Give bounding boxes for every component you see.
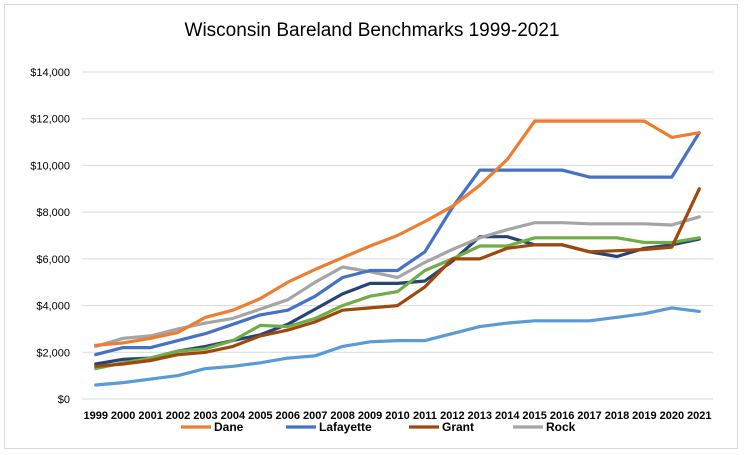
series-lines: [94, 119, 701, 387]
legend-label: Rock: [546, 420, 576, 434]
y-tick-label: $2,000: [36, 347, 70, 359]
x-tick-label: 2002: [166, 410, 190, 422]
x-tick-label: 2000: [111, 410, 135, 422]
legend-label: Lafayette: [319, 420, 372, 434]
series-line: [94, 236, 701, 371]
x-tick-label: 2012: [440, 410, 464, 422]
legend: Dane Lafayette Grant Rock: [181, 420, 576, 434]
x-tick-label: 2014: [495, 410, 520, 422]
x-tick-label: 2004: [221, 410, 246, 422]
series-line-dane: [94, 119, 701, 347]
x-tick-label: 2008: [330, 410, 354, 422]
series-line-lafayette: [94, 131, 701, 357]
y-tick-label: $4,000: [36, 301, 70, 313]
x-tick-label: 2001: [138, 410, 162, 422]
x-tick-label: 2005: [248, 410, 272, 422]
legend-label: Dane: [214, 420, 244, 434]
x-tick-label: 2009: [358, 410, 382, 422]
y-axis-ticks: $0 $2,000 $4,000 $6,000 $8,000 $10,000 $12,000…: [30, 67, 70, 406]
x-tick-label: 2016: [550, 410, 574, 422]
series-line-grant: [94, 187, 701, 368]
x-tick-label: 2018: [605, 410, 629, 422]
x-tick-label: 2011: [413, 410, 437, 422]
series-line: [94, 306, 701, 387]
series-line: [94, 235, 701, 366]
x-tick-label: 2013: [468, 410, 492, 422]
x-tick-label: 2019: [632, 410, 656, 422]
x-tick-label: 2006: [276, 410, 300, 422]
chart-frame: [4, 4, 738, 449]
x-tick-label: 2010: [385, 410, 409, 422]
y-tick-label: $14,000: [30, 67, 70, 79]
y-tick-label: $10,000: [30, 160, 70, 172]
x-tick-label: 2003: [193, 410, 217, 422]
y-tick-label: $12,000: [30, 114, 70, 126]
x-tick-label: 1999: [83, 410, 107, 422]
x-tick-label: 2020: [660, 410, 684, 422]
legend-label: Grant: [442, 420, 474, 434]
series-line-rock: [94, 215, 701, 348]
y-tick-label: $6,000: [36, 254, 70, 266]
chart-title: Wisconsin Bareland Benchmarks 1999-2021: [184, 20, 560, 41]
x-tick-label: 2015: [522, 410, 546, 422]
x-tick-label: 2017: [577, 410, 601, 422]
x-tick-label: 2007: [303, 410, 327, 422]
y-tick-label: $0: [58, 394, 70, 406]
y-tick-label: $8,000: [36, 207, 70, 219]
x-axis-ticks: 1999 2000 2001 2002 2003 2004 2005 2006 2007 2008…: [83, 410, 711, 422]
x-tick-label: 2021: [687, 410, 711, 422]
